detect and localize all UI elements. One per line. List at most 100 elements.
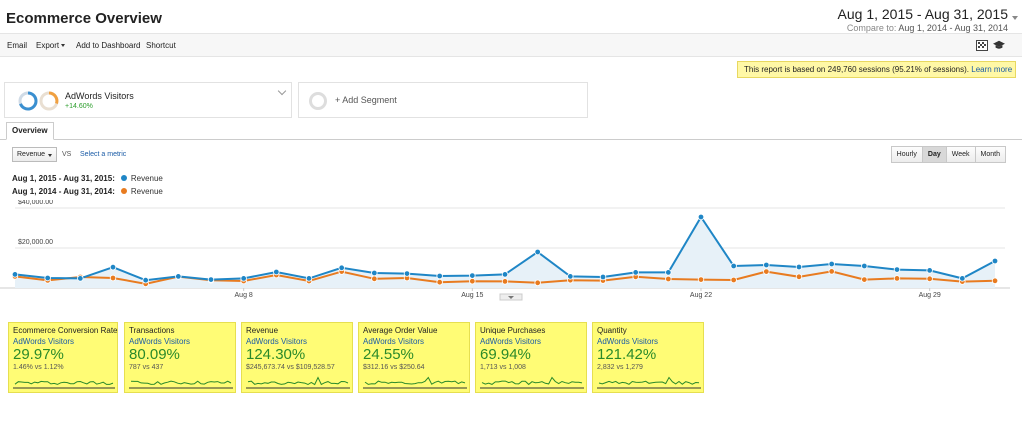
scorecard-value: 29.97% <box>13 346 64 363</box>
granularity-day[interactable]: Day <box>921 146 947 163</box>
export-label: Export <box>36 41 60 50</box>
vs-label: VS <box>62 151 72 158</box>
chevron-down-icon[interactable] <box>1012 16 1018 20</box>
data-point-previous <box>436 278 443 286</box>
add-to-dashboard-button[interactable]: Add to Dashboard <box>76 41 141 50</box>
series-area-current <box>15 217 995 288</box>
date-range-main: Aug 1, 2015 - Aug 31, 2015 <box>837 6 1008 22</box>
data-point-current <box>926 267 933 274</box>
data-point-current <box>469 272 476 279</box>
scorecard-segment: AdWords Visitors <box>13 337 75 346</box>
date-range-picker[interactable]: Aug 1, 2015 - Aug 31, 2015 Compare to: A… <box>838 6 1008 33</box>
learn-more-link[interactable]: Learn more <box>971 65 1013 74</box>
legend-range: Aug 1, 2015 - Aug 31, 2015: <box>12 174 115 183</box>
tab-overview[interactable]: Overview <box>6 122 54 140</box>
legend-entry-previous: Aug 1, 2014 - Aug 31, 2014: Revenue <box>12 187 163 196</box>
scorecard-segment: AdWords Visitors <box>480 337 542 346</box>
sparkline-path <box>598 376 700 385</box>
sparkline-path <box>14 380 114 385</box>
data-point-current <box>632 269 639 276</box>
x-tick-label: Aug 15 <box>461 292 483 299</box>
data-point-current <box>599 273 607 281</box>
legend-entry-current: Aug 1, 2015 - Aug 31, 2015: Revenue <box>12 174 163 183</box>
scorecard-compare: $312.16 vs $250.64 <box>363 364 425 371</box>
metric-select[interactable]: Revenue <box>12 147 57 162</box>
scorecard-segment: AdWords Visitors <box>363 337 425 346</box>
data-point-current <box>338 264 345 271</box>
granularity-month[interactable]: Month <box>974 146 1006 163</box>
y-tick-label: $40,000.00 <box>18 200 53 206</box>
data-point-previous <box>926 275 933 282</box>
data-point-previous <box>795 273 803 280</box>
sparkline <box>129 380 233 389</box>
data-point-current <box>77 275 84 282</box>
sparkline-path <box>364 376 466 385</box>
segment-change: +14.60% <box>65 103 93 110</box>
scorecard-title: Revenue <box>246 326 279 335</box>
data-point-current <box>305 275 313 282</box>
scorecard-value: 121.42% <box>597 346 657 363</box>
data-point-current <box>730 262 737 270</box>
granularity-week[interactable]: Week <box>945 146 976 163</box>
data-point-current <box>665 269 672 276</box>
legend-name: Revenue <box>130 174 163 183</box>
scorecard-segment: AdWords Visitors <box>246 337 308 346</box>
scorecard-value: 124.30% <box>246 346 306 363</box>
data-point-current <box>273 268 280 276</box>
data-point-previous <box>665 275 672 283</box>
scorecard-value: 80.09% <box>129 346 180 363</box>
pivot-icon[interactable] <box>976 40 988 51</box>
scorecard-compare: 1,713 vs 1,008 <box>480 364 526 371</box>
data-point-current <box>861 262 868 270</box>
scorecard-compare: $245,673.74 vs $109,528.57 <box>246 364 335 371</box>
data-point-current <box>893 266 901 273</box>
caret-down-icon <box>48 154 52 157</box>
chevron-down-icon[interactable] <box>277 86 287 96</box>
segment-donut-icon <box>18 91 59 111</box>
add-segment-button[interactable]: + Add Segment <box>298 82 588 118</box>
scorecard-title: Average Order Value <box>363 326 438 335</box>
data-point-previous <box>697 276 705 283</box>
email-button[interactable]: Email <box>7 41 28 50</box>
x-tick-label: Aug 8 <box>235 292 253 299</box>
sparkline <box>246 376 350 389</box>
add-segment-circle-icon <box>309 92 327 110</box>
compare-label: Compare to: <box>846 23 897 33</box>
tab-divider <box>0 139 1022 140</box>
data-point-current <box>534 248 541 256</box>
education-icon[interactable] <box>993 40 1005 51</box>
data-point-current <box>175 273 182 280</box>
sparkline-path <box>130 380 232 385</box>
data-point-current <box>240 275 247 282</box>
granularity-hourly[interactable]: Hourly <box>890 146 923 163</box>
data-point-previous <box>534 279 541 286</box>
scorecard-title: Quantity <box>597 326 627 335</box>
caret-down-icon <box>61 44 66 48</box>
date-range-compare: Compare to: Aug 1, 2014 - Aug 31, 2014 <box>838 23 1008 33</box>
data-point-current <box>371 269 378 277</box>
x-tick-label: Aug 22 <box>690 292 712 299</box>
shortcut-button[interactable]: Shortcut <box>146 41 176 50</box>
scorecard-conversion-rate[interactable]: Ecommerce Conversion Rate AdWords Visito… <box>8 322 118 393</box>
scorecard-revenue[interactable]: Revenue AdWords Visitors 124.30% $245,67… <box>241 322 353 393</box>
scorecard-title: Ecommerce Conversion Rate <box>13 326 118 335</box>
sparkline-path <box>481 376 583 386</box>
data-point-current <box>109 263 117 271</box>
scorecard-transactions[interactable]: Transactions AdWords Visitors 80.09% 787… <box>124 322 236 393</box>
scorecard-unique-purchases[interactable]: Unique Purchases AdWords Visitors 69.94%… <box>475 322 587 393</box>
segment-card-adwords[interactable]: AdWords Visitors +14.60% <box>4 82 292 118</box>
data-point-current <box>11 271 19 278</box>
scorecard-compare: 2,832 vs 1,279 <box>597 364 643 371</box>
scorecard-segment: AdWords Visitors <box>597 337 659 346</box>
revenue-line-chart: $40,000.00 $20,000.00 Aug 8 Aug 15 Aug 22 Aug… <box>0 200 1010 301</box>
scorecard-title: Unique Purchases <box>480 326 546 335</box>
scorecard-quantity[interactable]: Quantity AdWords Visitors 121.42% 2,832 … <box>592 322 704 393</box>
compare-value: Aug 1, 2014 - Aug 31, 2014 <box>898 23 1008 33</box>
page-title: Ecommerce Overview <box>6 10 162 27</box>
select-metric-link[interactable]: Select a metric <box>80 151 127 158</box>
scorecard-avg-order-value[interactable]: Average Order Value AdWords Visitors 24.… <box>358 322 470 393</box>
export-button[interactable]: Export <box>36 41 66 50</box>
legend-dot-icon <box>120 188 127 194</box>
data-point-current <box>501 271 509 278</box>
data-point-current <box>207 276 215 283</box>
